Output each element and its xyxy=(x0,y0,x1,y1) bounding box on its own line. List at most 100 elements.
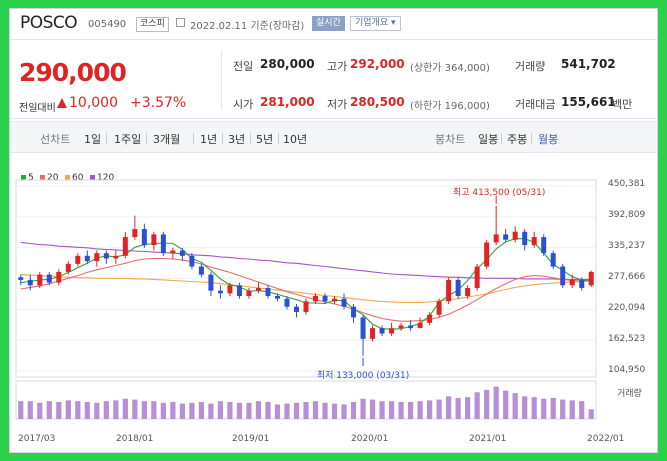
candle-body xyxy=(493,234,499,243)
divider xyxy=(146,133,147,144)
candle-body xyxy=(474,266,480,288)
volume-bar xyxy=(151,401,157,419)
volume-bar xyxy=(179,403,185,419)
candle-body xyxy=(332,298,338,302)
volume-bar xyxy=(160,402,166,419)
candle-body xyxy=(236,285,242,296)
y-tick-label: 392,809 xyxy=(608,210,646,220)
candle-body xyxy=(398,325,404,329)
volume-bar xyxy=(293,402,300,419)
legend-ma60: 60 xyxy=(72,173,84,183)
stock-header: POSCO 005490 코스피 2022.02.11 기준(장마감) 실시간 … xyxy=(10,9,657,40)
period-daily[interactable]: 일봉 xyxy=(478,133,499,146)
candle-body xyxy=(179,250,185,256)
current-price: 290,000 xyxy=(19,58,127,87)
x-tick-label: 2022/01 xyxy=(587,434,625,444)
candle-body xyxy=(113,255,119,259)
high-label: 고가 xyxy=(327,60,348,73)
y-tick-label: 220,094 xyxy=(608,303,646,313)
high-value: 292,000 xyxy=(350,57,405,71)
company-overview-dropdown[interactable]: 기업개요 ▾ xyxy=(350,16,401,31)
volume-bar xyxy=(588,409,594,419)
range-10y[interactable]: 10년 xyxy=(283,133,308,146)
candle-body xyxy=(208,274,214,291)
volume-bar xyxy=(122,398,128,419)
range-1w[interactable]: 1주일 xyxy=(114,133,142,146)
x-tick-label: 2018/01 xyxy=(116,434,154,444)
period-monthly[interactable]: 월봉 xyxy=(538,133,559,146)
volume-bar xyxy=(379,401,385,419)
range-1y[interactable]: 1년 xyxy=(200,133,218,146)
stock-name[interactable]: POSCO xyxy=(20,13,78,33)
x-tick-label: 2020/01 xyxy=(351,434,389,444)
volume-bar xyxy=(227,402,233,419)
volume-bar xyxy=(303,402,309,419)
candle-body xyxy=(141,229,147,246)
candle-body xyxy=(293,306,299,313)
range-3y[interactable]: 3년 xyxy=(228,133,246,146)
volume-bar xyxy=(141,401,147,419)
divider xyxy=(106,133,107,144)
change-value: 10,000 xyxy=(69,95,118,111)
range-1d[interactable]: 1일 xyxy=(84,133,102,146)
volume-bar xyxy=(541,398,547,419)
prev-close-value: 280,000 xyxy=(260,57,315,71)
calendar-icon xyxy=(176,18,185,27)
candle-body xyxy=(446,279,452,302)
chart-toolbar: 선차트 1일 1주일 3개월 1년 3년 5년 10년 봉차트 일봉 주봉 월봉 xyxy=(10,121,657,153)
volume-bar xyxy=(56,402,62,419)
period-weekly[interactable]: 주봉 xyxy=(507,133,528,146)
candle-body xyxy=(274,295,280,299)
candle-body xyxy=(379,328,385,334)
volume-bar xyxy=(455,397,461,419)
volume-label: 거래량 xyxy=(515,60,546,73)
y-tick-label: 277,666 xyxy=(608,272,646,282)
range-3m[interactable]: 3개월 xyxy=(153,133,181,146)
change-label: 전일대비 xyxy=(19,103,56,114)
range-5y[interactable]: 5년 xyxy=(256,133,274,146)
candle-body xyxy=(122,237,128,256)
y-tick-label: 162,523 xyxy=(608,334,646,344)
candle-body xyxy=(160,234,166,254)
volume-bar xyxy=(484,389,490,419)
candle-body xyxy=(94,253,100,262)
volume-bar xyxy=(322,402,328,419)
legend-ma120: 120 xyxy=(97,173,115,183)
volume-bar xyxy=(312,401,319,419)
candle-body xyxy=(427,314,433,323)
volume-bar xyxy=(208,403,214,419)
ma20-line xyxy=(20,257,592,322)
volume-bar xyxy=(388,401,395,419)
candle-body xyxy=(370,328,376,339)
prev-close-label: 전일 xyxy=(233,60,254,73)
volume-value: 541,702 xyxy=(561,57,616,71)
open-value: 281,000 xyxy=(260,95,315,109)
volume-bar xyxy=(265,402,271,419)
candle-body xyxy=(65,263,71,272)
volume-bar xyxy=(170,402,176,419)
price-chart[interactable]: 최고 413,500 (05/31) 최저 133,000 (03/31) xyxy=(10,9,657,452)
volume-bar xyxy=(503,390,509,419)
candle-body xyxy=(27,279,33,286)
divider xyxy=(250,133,251,144)
divider xyxy=(222,133,223,144)
volume-bar xyxy=(113,400,119,419)
candle-body xyxy=(246,290,252,296)
upper-limit: (상한가 364,000) xyxy=(410,63,490,74)
volume-bar xyxy=(474,392,480,419)
volume-bar xyxy=(341,404,347,419)
candle-body xyxy=(322,295,328,302)
volume-bar xyxy=(579,401,585,419)
candle-body xyxy=(588,271,594,286)
volume-bar xyxy=(103,401,109,419)
candle-body xyxy=(417,322,423,329)
volume-bar xyxy=(75,401,81,419)
volume-bar xyxy=(531,397,537,419)
candle-body xyxy=(569,279,575,286)
x-tick-label: 2019/01 xyxy=(232,434,270,444)
volume-bar xyxy=(569,400,575,419)
realtime-button[interactable]: 실시간 xyxy=(312,16,345,31)
volume-bar xyxy=(331,403,338,419)
candle-body xyxy=(436,301,442,315)
volume-bar xyxy=(398,402,404,419)
